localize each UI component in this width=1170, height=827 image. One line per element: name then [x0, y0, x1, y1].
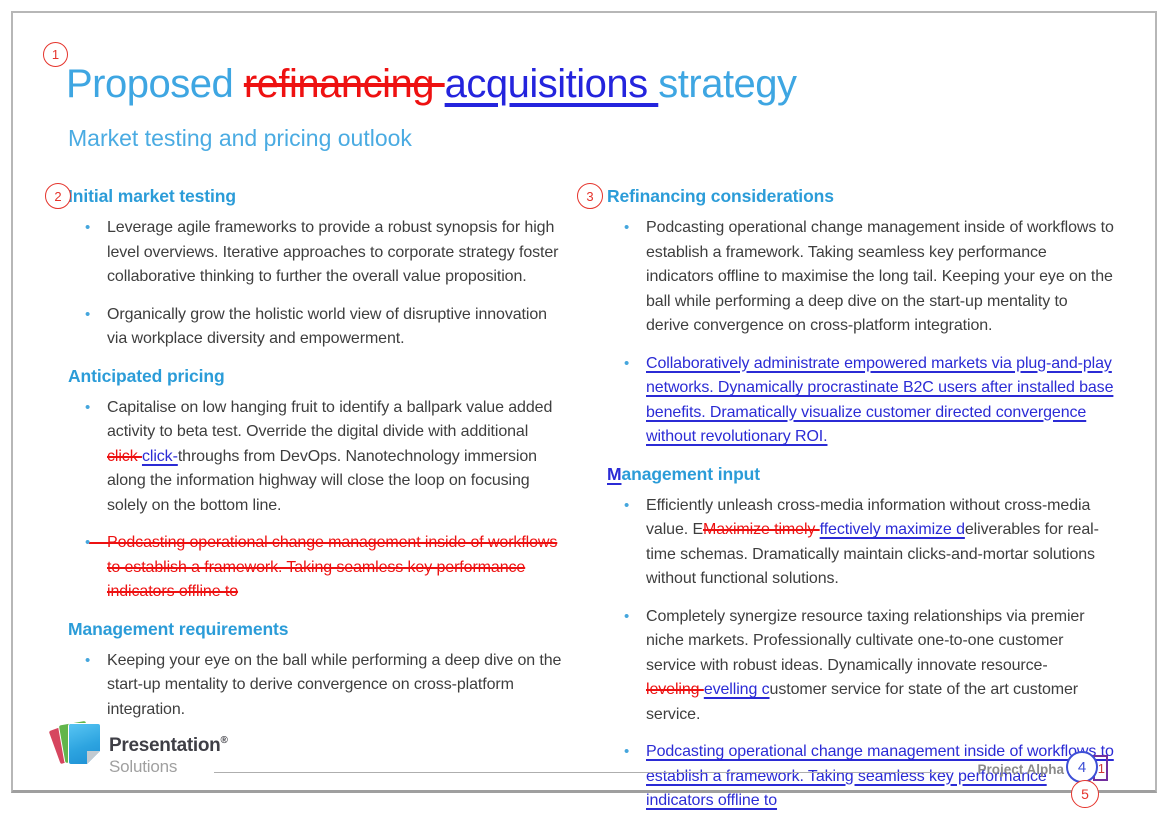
comment-marker-4[interactable]: 4 — [1066, 751, 1098, 783]
text-run: Keeping your eye on the ball while perfo… — [107, 651, 562, 718]
bullet-icon: • — [85, 305, 91, 323]
bullet-item: • Podcasting operational change managemen… — [607, 216, 1114, 339]
bullet-icon: • — [85, 219, 91, 236]
section-heading: Refinancing considerations — [607, 185, 1114, 207]
bullet-icon: • — [624, 219, 630, 236]
title-text: strategy — [658, 62, 797, 106]
text-run: Management requirements — [68, 618, 289, 639]
bullet-icon: • — [624, 743, 630, 760]
bullet-text: Keeping your eye on the ball while perfo… — [107, 652, 561, 718]
bullet-text: Collaboratively administrate empowered m… — [646, 355, 1113, 446]
inserted-text: Collaboratively administrate empowered m… — [646, 354, 1114, 446]
deleted-text: Podcasting operational change management… — [107, 534, 558, 600]
bullet-list: • Podcasting operational change managemen… — [607, 216, 1114, 450]
bullet-item: • Collaboratively administrate empowered … — [607, 352, 1114, 450]
bullet-item: • Efficiently unleash cross-media informa… — [607, 494, 1114, 592]
text-run: Initial market testing — [68, 186, 236, 206]
bullet-list: • Efficiently unleash cross-media informa… — [607, 494, 1114, 814]
comment-marker-1[interactable]: 1 — [43, 42, 68, 67]
text-run: Capitalise on low hanging fruit to ident… — [107, 398, 553, 441]
section-heading: Management input — [607, 463, 1114, 485]
inserted-text: click- — [141, 447, 178, 465]
text-run: Efficiently unleash cross-media informat… — [646, 496, 1091, 539]
inserted-text: evelling c — [703, 681, 770, 698]
title-inserted-text: acquisitions — [444, 62, 659, 106]
bullet-text: Efficiently unleash cross-media informat… — [646, 497, 1099, 588]
project-label: Project Alpha — [977, 762, 1064, 777]
brand-text: Presentation® Solutions — [109, 735, 228, 776]
section-heading: Initial market testing — [68, 185, 570, 207]
bullet-icon: • — [85, 534, 91, 551]
right-column: Refinancing considerations • Podcasting op… — [607, 185, 1114, 827]
bullet-item: • Organically grow the holistic world vie… — [68, 303, 570, 352]
brand-name: Presentation — [109, 735, 221, 756]
bullet-text: Podcasting operational change management… — [646, 743, 1114, 809]
bullet-text: Completely synergize resource taxing rel… — [646, 607, 1085, 723]
registered-mark-icon: ® — [220, 735, 228, 746]
bullet-icon: • — [85, 651, 91, 669]
deleted-text: leveling — [646, 681, 704, 698]
presentation-slide: Proposed refinancing acquisitions strate… — [11, 11, 1157, 809]
bullet-icon: • — [85, 398, 91, 416]
bullet-item: • Leverage agile frameworks to provide a … — [68, 216, 570, 290]
deleted-text: click — [107, 447, 142, 465]
title-deleted-text: refinancing — [243, 62, 445, 106]
text-run: Podcasting operational change management… — [646, 219, 1114, 334]
logo-blue-sheet — [69, 724, 100, 764]
bullet-text: Organically grow the holistic world view… — [107, 306, 547, 348]
title-text: Proposed — [66, 62, 244, 106]
bullet-list: • Keeping your eye on the ball while perf… — [68, 649, 570, 723]
comment-marker-5[interactable]: 5 — [1071, 780, 1099, 808]
bullet-icon: • — [624, 496, 630, 514]
text-run: Organically grow the holistic world view… — [107, 305, 547, 348]
brand-subtitle: Solutions — [109, 757, 178, 776]
bullet-item: • Completely synergize resource taxing re… — [607, 605, 1114, 728]
comment-marker-3[interactable]: 3 — [577, 183, 603, 209]
footer-divider — [214, 772, 951, 773]
page-subtitle: Market testing and pricing outlook — [68, 125, 412, 151]
bullet-icon: • — [624, 607, 630, 625]
brand-logo-icon — [48, 719, 109, 771]
bullet-item: • Keeping your eye on the ball while perf… — [68, 649, 570, 723]
inserted-text: ffectively maximize d — [819, 521, 965, 538]
bullet-text: Capitalise on low hanging fruit to ident… — [107, 399, 552, 514]
section-heading: Management requirements — [68, 618, 570, 640]
text-run: anagement input — [621, 463, 760, 484]
bullet-icon: • — [624, 354, 630, 372]
text-run: Refinancing considerations — [607, 186, 834, 206]
bullet-text: Leverage agile frameworks to provide a r… — [107, 219, 559, 285]
section-heading: Anticipated pricing — [68, 365, 570, 387]
bullet-item: • Podcasting operational change managemen… — [607, 740, 1114, 814]
bullet-item: • Podcasting operational change managemen… — [68, 531, 570, 605]
bullet-list: • Capitalise on low hanging fruit to iden… — [68, 396, 570, 605]
text-run: Anticipated pricing — [68, 365, 225, 386]
bullet-text: Podcasting operational change management… — [646, 219, 1114, 334]
inserted-text: M — [607, 463, 622, 484]
bullet-text: Podcasting operational change management… — [107, 534, 557, 600]
page-title: Proposed refinancing acquisitions strate… — [66, 60, 797, 108]
bullet-item: • Capitalise on low hanging fruit to iden… — [68, 396, 570, 519]
comment-marker-2[interactable]: 2 — [45, 183, 71, 209]
text-run: eliverables for real-time schemas. Drama… — [646, 521, 1099, 587]
text-run: ustomer service for state of the art cus… — [646, 681, 1079, 723]
page-number: 1 — [1097, 760, 1105, 776]
left-column: Initial market testing • Leverage agile fr… — [68, 185, 570, 735]
text-run: Completely synergize resource taxing rel… — [646, 607, 1085, 674]
deleted-text: Maximize timely — [703, 521, 820, 538]
text-run: Leverage agile frameworks to provide a r… — [107, 219, 559, 285]
text-run: throughs from DevOps. Nanotechnology imm… — [107, 447, 537, 514]
inserted-text: Podcasting operational change management… — [646, 743, 1114, 809]
bullet-list: • Leverage agile frameworks to provide a … — [68, 216, 570, 352]
